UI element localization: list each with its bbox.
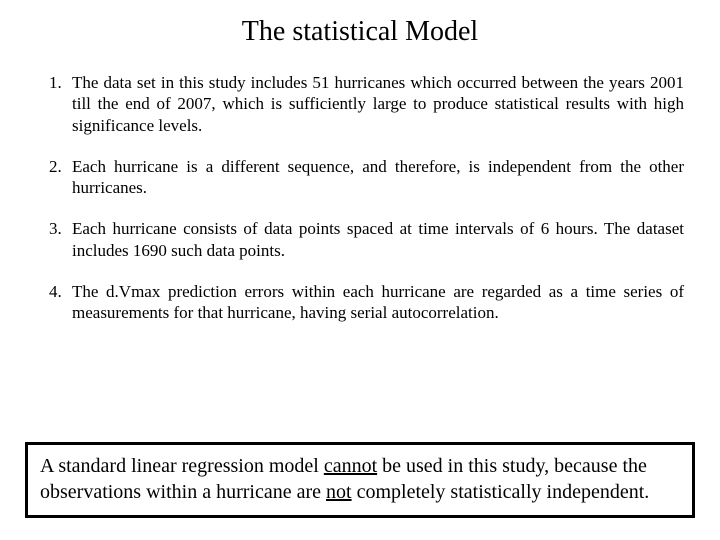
callout-underline: cannot bbox=[324, 455, 377, 477]
callout-box: A standard linear regression model canno… bbox=[25, 442, 695, 518]
numbered-list: The data set in this study includes 51 h… bbox=[36, 72, 684, 323]
list-item: Each hurricane is a different sequence, … bbox=[66, 156, 684, 199]
list-item: The data set in this study includes 51 h… bbox=[66, 72, 684, 136]
list-item: Each hurricane consists of data points s… bbox=[66, 218, 684, 261]
list-item: The d.Vmax prediction errors within each… bbox=[66, 281, 684, 324]
slide-title: The statistical Model bbox=[36, 16, 684, 48]
callout-text: completely statistically independent. bbox=[352, 481, 650, 503]
callout-underline: not bbox=[326, 481, 352, 503]
callout-text: A standard linear regression model bbox=[40, 455, 324, 477]
slide: The statistical Model The data set in th… bbox=[0, 0, 720, 540]
